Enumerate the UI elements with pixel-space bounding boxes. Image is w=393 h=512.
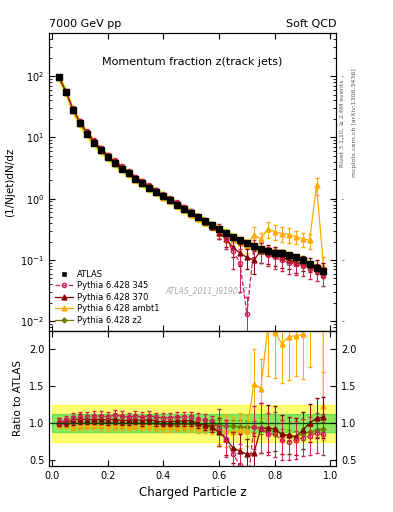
Legend: ATLAS, Pythia 6.428 345, Pythia 6.428 370, Pythia 6.428 ambt1, Pythia 6.428 z2: ATLAS, Pythia 6.428 345, Pythia 6.428 37… <box>53 268 161 327</box>
Text: Soft QCD: Soft QCD <box>286 19 336 29</box>
Text: ATLAS_2011_I919017: ATLAS_2011_I919017 <box>166 286 248 295</box>
X-axis label: Charged Particle z: Charged Particle z <box>139 486 246 499</box>
Text: Rivet 3.1.10, ≥ 2.6M events: Rivet 3.1.10, ≥ 2.6M events <box>340 79 345 166</box>
Text: 7000 GeV pp: 7000 GeV pp <box>49 19 121 29</box>
Y-axis label: Ratio to ATLAS: Ratio to ATLAS <box>13 360 23 436</box>
Y-axis label: (1/Njet)dN/dz: (1/Njet)dN/dz <box>5 147 15 217</box>
Text: Momentum fraction z(track jets): Momentum fraction z(track jets) <box>103 57 283 67</box>
Text: mcplots.cern.ch [arXiv:1306.3436]: mcplots.cern.ch [arXiv:1306.3436] <box>352 69 357 177</box>
